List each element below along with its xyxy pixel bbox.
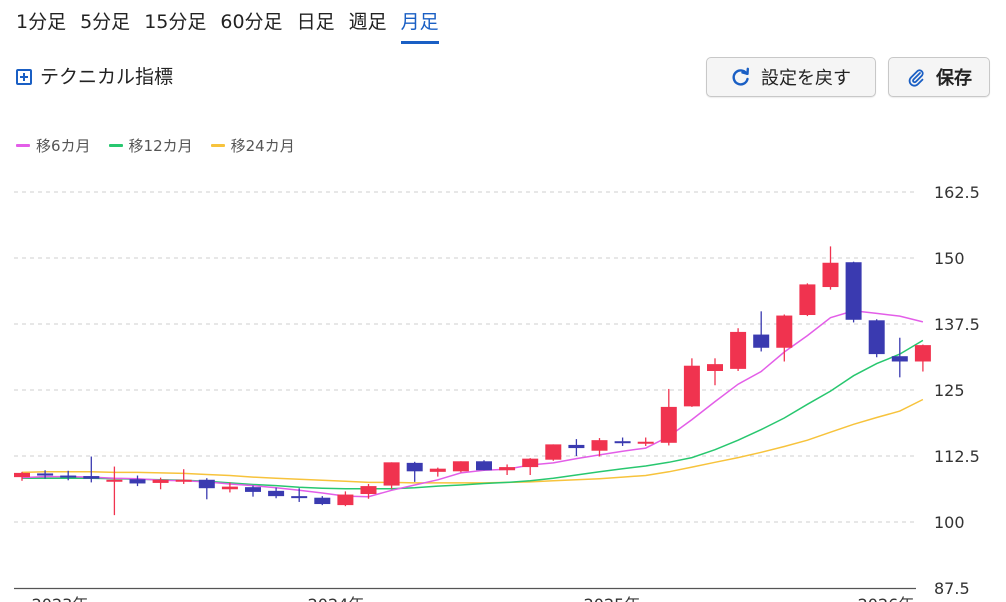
y-tick-label: 137.5 [934,315,980,334]
y-tick-label: 87.5 [934,579,970,598]
candle-body [914,345,931,362]
candle-body [221,486,238,490]
legend-label-ma6: 移6カ月 [36,137,91,155]
candle-body [106,479,123,482]
tab-1min[interactable]: 1分足 [16,11,67,33]
x-tick-label: 2024年 [308,595,365,602]
candle-body [637,441,654,444]
candle-body [683,365,700,407]
candle-body [522,458,539,468]
y-tick-label: 125 [934,381,965,400]
candle-body [337,494,354,506]
ma24-line [21,398,924,484]
candle-body [152,479,169,483]
candle-body [175,479,192,482]
y-tick-label: 112.5 [934,447,980,466]
candle-body [568,444,585,449]
legend-item-ma12[interactable]: 移12カ月 [108,135,193,156]
candle-body [360,486,377,495]
ma12-line [22,339,924,490]
reset-settings-label: 設定を戻す [761,68,851,89]
legend-swatch-ma12 [108,144,123,147]
tab-60min[interactable]: 60分足 [220,11,283,33]
candle-body [660,406,677,443]
legend-swatch-ma24 [210,144,225,147]
tab-daily[interactable]: 日足 [296,11,335,33]
candle-body [614,441,631,444]
y-tick-label: 100 [934,513,965,532]
legend-item-ma24[interactable]: 移24カ月 [210,135,295,156]
refresh-icon [732,67,749,86]
save-button[interactable]: 保存 [888,57,990,97]
legend-swatch-ma6 [16,144,30,147]
candle-body [707,364,723,371]
candle-body [730,331,747,369]
tab-15min[interactable]: 15分足 [144,11,207,33]
tab-5min[interactable]: 5分足 [80,11,131,33]
candle-body [37,473,54,476]
candle-body [591,440,608,451]
legend-label-ma12: 移12カ月 [128,137,193,155]
tab-monthly[interactable]: 月足 [400,8,439,44]
chart-legend: 移6カ月 移12カ月 移24カ月 [16,135,313,156]
x-tick-label: 2023年 [32,595,89,602]
candle-body [499,467,516,471]
candle-body [14,472,30,478]
y-tick-label: 162.5 [934,183,980,202]
y-tick-label: 150 [934,249,965,268]
legend-label-ma24: 移24カ月 [230,137,295,155]
plus-square-icon [16,68,32,85]
reset-settings-button[interactable]: 設定を戻す [706,57,876,97]
candle-body [545,444,562,460]
candle-body [891,356,908,362]
candle-body [776,315,793,348]
technical-indicator-toggle[interactable]: テクニカル指標 [16,62,173,89]
candle-body [753,334,770,348]
candle-body [845,262,862,320]
candle-body [314,497,331,505]
candle-body [429,468,446,472]
candle-body [406,462,423,472]
x-tick-label: 2026年 [858,595,915,602]
candle-body [60,475,77,478]
legend-item-ma6[interactable]: 移6カ月 [16,135,91,156]
candle-body [245,487,261,492]
candle-body [129,479,146,484]
candle-body [868,320,885,355]
candle-body [198,479,215,489]
candle-body [822,262,839,288]
candle-body [452,461,469,472]
tab-weekly[interactable]: 週足 [348,11,387,33]
candle-body [383,462,400,486]
x-tick-label: 2025年 [584,595,641,602]
timeframe-tabs: 1分足 5分足 15分足 60分足 日足 週足 月足 [16,8,453,44]
candle-body [476,461,492,471]
save-label: 保存 [936,68,972,89]
ma6-line [21,310,924,498]
candle-body [799,284,816,316]
candle-body [268,490,285,497]
candle-body [83,476,100,479]
candle-body [291,496,308,499]
technical-indicator-label: テクニカル指標 [40,66,174,88]
paperclip-icon [908,69,924,87]
